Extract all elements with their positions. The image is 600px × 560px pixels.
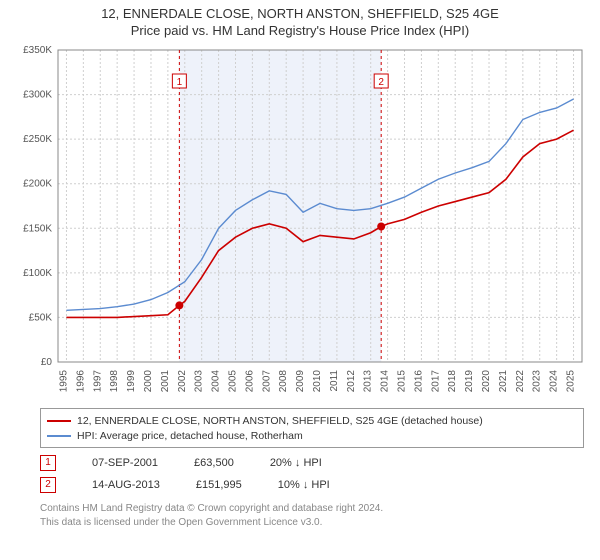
footer-line-1: Contains HM Land Registry data © Crown c… — [40, 502, 584, 516]
svg-text:£250K: £250K — [23, 134, 52, 145]
svg-text:£300K: £300K — [23, 90, 52, 101]
svg-text:1: 1 — [177, 77, 183, 88]
svg-text:2009: 2009 — [295, 370, 306, 393]
legend-item: HPI: Average price, detached house, Roth… — [47, 428, 577, 443]
svg-text:£100K: £100K — [23, 268, 52, 279]
svg-text:2017: 2017 — [430, 370, 441, 393]
svg-text:1998: 1998 — [109, 370, 120, 393]
footer-line-2: This data is licensed under the Open Gov… — [40, 516, 584, 530]
title-line-2: Price paid vs. HM Land Registry's House … — [0, 23, 600, 38]
title-line-1: 12, ENNERDALE CLOSE, NORTH ANSTON, SHEFF… — [0, 6, 600, 21]
svg-text:1997: 1997 — [92, 370, 103, 393]
svg-text:2022: 2022 — [515, 370, 526, 393]
sale-price: £151,995 — [196, 479, 242, 491]
legend-label: HPI: Average price, detached house, Roth… — [77, 430, 303, 442]
svg-text:2012: 2012 — [346, 370, 357, 393]
svg-text:2023: 2023 — [532, 370, 543, 393]
sale-date: 14-AUG-2013 — [92, 479, 160, 491]
footer: Contains HM Land Registry data © Crown c… — [40, 502, 584, 529]
legend-label: 12, ENNERDALE CLOSE, NORTH ANSTON, SHEFF… — [77, 415, 483, 427]
svg-text:2007: 2007 — [261, 370, 272, 393]
sale-price: £63,500 — [194, 457, 234, 469]
svg-text:2006: 2006 — [244, 370, 255, 393]
svg-text:2020: 2020 — [481, 370, 492, 393]
svg-text:2021: 2021 — [498, 370, 509, 393]
svg-text:2008: 2008 — [278, 370, 289, 393]
svg-text:2019: 2019 — [464, 370, 475, 393]
svg-text:2003: 2003 — [194, 370, 205, 393]
svg-text:2024: 2024 — [549, 370, 560, 393]
legend-item: 12, ENNERDALE CLOSE, NORTH ANSTON, SHEFF… — [47, 413, 577, 428]
legend-swatch — [47, 435, 71, 437]
svg-text:2025: 2025 — [566, 370, 577, 393]
svg-text:2001: 2001 — [160, 370, 171, 393]
svg-text:2018: 2018 — [447, 370, 458, 393]
svg-text:£0: £0 — [41, 357, 53, 368]
svg-text:1996: 1996 — [75, 370, 86, 393]
sale-marker: 1 — [40, 455, 56, 471]
svg-text:£350K: £350K — [23, 45, 52, 56]
svg-text:2011: 2011 — [329, 370, 340, 392]
legend: 12, ENNERDALE CLOSE, NORTH ANSTON, SHEFF… — [40, 408, 584, 448]
svg-text:2015: 2015 — [397, 370, 408, 393]
svg-text:2000: 2000 — [143, 370, 154, 393]
svg-text:2: 2 — [378, 77, 384, 88]
svg-text:2005: 2005 — [227, 370, 238, 393]
svg-text:£50K: £50K — [29, 312, 53, 323]
sale-row: 2 14-AUG-2013 £151,995 10% ↓ HPI — [40, 474, 584, 496]
sale-delta: 20% ↓ HPI — [270, 457, 322, 469]
sale-date: 07-SEP-2001 — [92, 457, 158, 469]
svg-text:2002: 2002 — [177, 370, 188, 393]
svg-text:2010: 2010 — [312, 370, 323, 393]
legend-swatch — [47, 420, 71, 422]
svg-text:2004: 2004 — [211, 370, 222, 393]
svg-text:2013: 2013 — [363, 370, 374, 393]
sale-marker: 2 — [40, 477, 56, 493]
chart-area: £0 £50K £100K £150K £200K £250K £300K £350K 1995… — [10, 42, 590, 402]
sale-row: 1 07-SEP-2001 £63,500 20% ↓ HPI — [40, 452, 584, 474]
sales-table: 1 07-SEP-2001 £63,500 20% ↓ HPI 2 14-AUG… — [40, 452, 584, 496]
svg-text:1999: 1999 — [126, 370, 137, 393]
svg-text:2016: 2016 — [413, 370, 424, 393]
sale-delta: 10% ↓ HPI — [278, 479, 330, 491]
chart-title: 12, ENNERDALE CLOSE, NORTH ANSTON, SHEFF… — [0, 0, 600, 42]
svg-text:2014: 2014 — [380, 370, 391, 393]
svg-text:£200K: £200K — [23, 179, 52, 190]
svg-text:£150K: £150K — [23, 223, 52, 234]
svg-text:1995: 1995 — [58, 370, 69, 393]
